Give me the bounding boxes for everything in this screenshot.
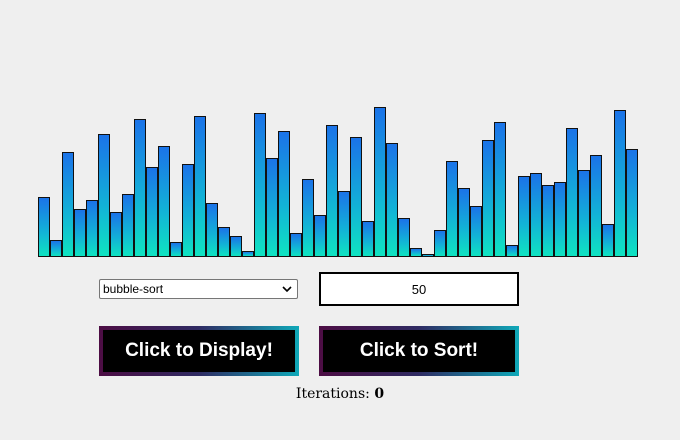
array-bar [50, 240, 62, 257]
array-bar [290, 233, 302, 257]
array-bar [518, 176, 530, 257]
array-bar [614, 110, 626, 257]
array-bar [206, 203, 218, 257]
array-bar [434, 230, 446, 257]
array-bar [482, 140, 494, 257]
display-button[interactable]: Click to Display! [99, 326, 299, 376]
array-bar [278, 131, 290, 257]
sort-button-label: Click to Sort! [323, 330, 515, 372]
iterations-label: Iterations: [295, 386, 370, 402]
array-bar [590, 155, 602, 257]
array-bar [146, 167, 158, 257]
array-bar [494, 122, 506, 257]
array-bar [158, 146, 170, 257]
array-bar [626, 149, 638, 257]
bar-chart [38, 0, 638, 257]
array-bar [470, 206, 482, 257]
array-bar [458, 188, 470, 257]
array-bar [302, 179, 314, 257]
array-bar [566, 128, 578, 257]
array-bar [350, 137, 362, 257]
iterations-counter: Iterations: 0 [0, 386, 680, 402]
array-bar [86, 200, 98, 257]
array-bar [338, 191, 350, 257]
array-bar [398, 218, 410, 257]
array-bar [362, 221, 374, 257]
array-bar [98, 134, 110, 257]
array-bar [194, 116, 206, 257]
sort-button[interactable]: Click to Sort! [319, 326, 519, 376]
array-size-input[interactable] [319, 272, 519, 306]
array-bar [254, 113, 266, 257]
chevron-down-icon [282, 286, 292, 293]
array-bar [530, 173, 542, 257]
array-bar [386, 143, 398, 257]
array-bar [170, 242, 182, 257]
iterations-value: 0 [374, 386, 385, 402]
array-bar [266, 158, 278, 257]
display-button-label: Click to Display! [103, 330, 295, 372]
array-bar [74, 209, 86, 257]
array-bar [38, 197, 50, 257]
array-bar [182, 164, 194, 257]
array-bar [242, 251, 254, 257]
array-bar [602, 224, 614, 257]
array-bar [410, 248, 422, 257]
algorithm-select-value: bubble-sort [103, 282, 164, 296]
array-bar [506, 245, 518, 257]
array-bar [578, 170, 590, 257]
array-bar [554, 182, 566, 257]
array-bar [422, 254, 434, 257]
array-bar [218, 227, 230, 257]
array-bar [62, 152, 74, 257]
array-bar [230, 236, 242, 257]
array-bar [446, 161, 458, 257]
array-bar [326, 125, 338, 257]
algorithm-select[interactable]: bubble-sort [99, 279, 298, 299]
array-bar [110, 212, 122, 257]
array-bar [374, 107, 386, 257]
array-bar [134, 119, 146, 257]
array-bar [122, 194, 134, 257]
array-bar [314, 215, 326, 257]
array-bar [542, 185, 554, 257]
